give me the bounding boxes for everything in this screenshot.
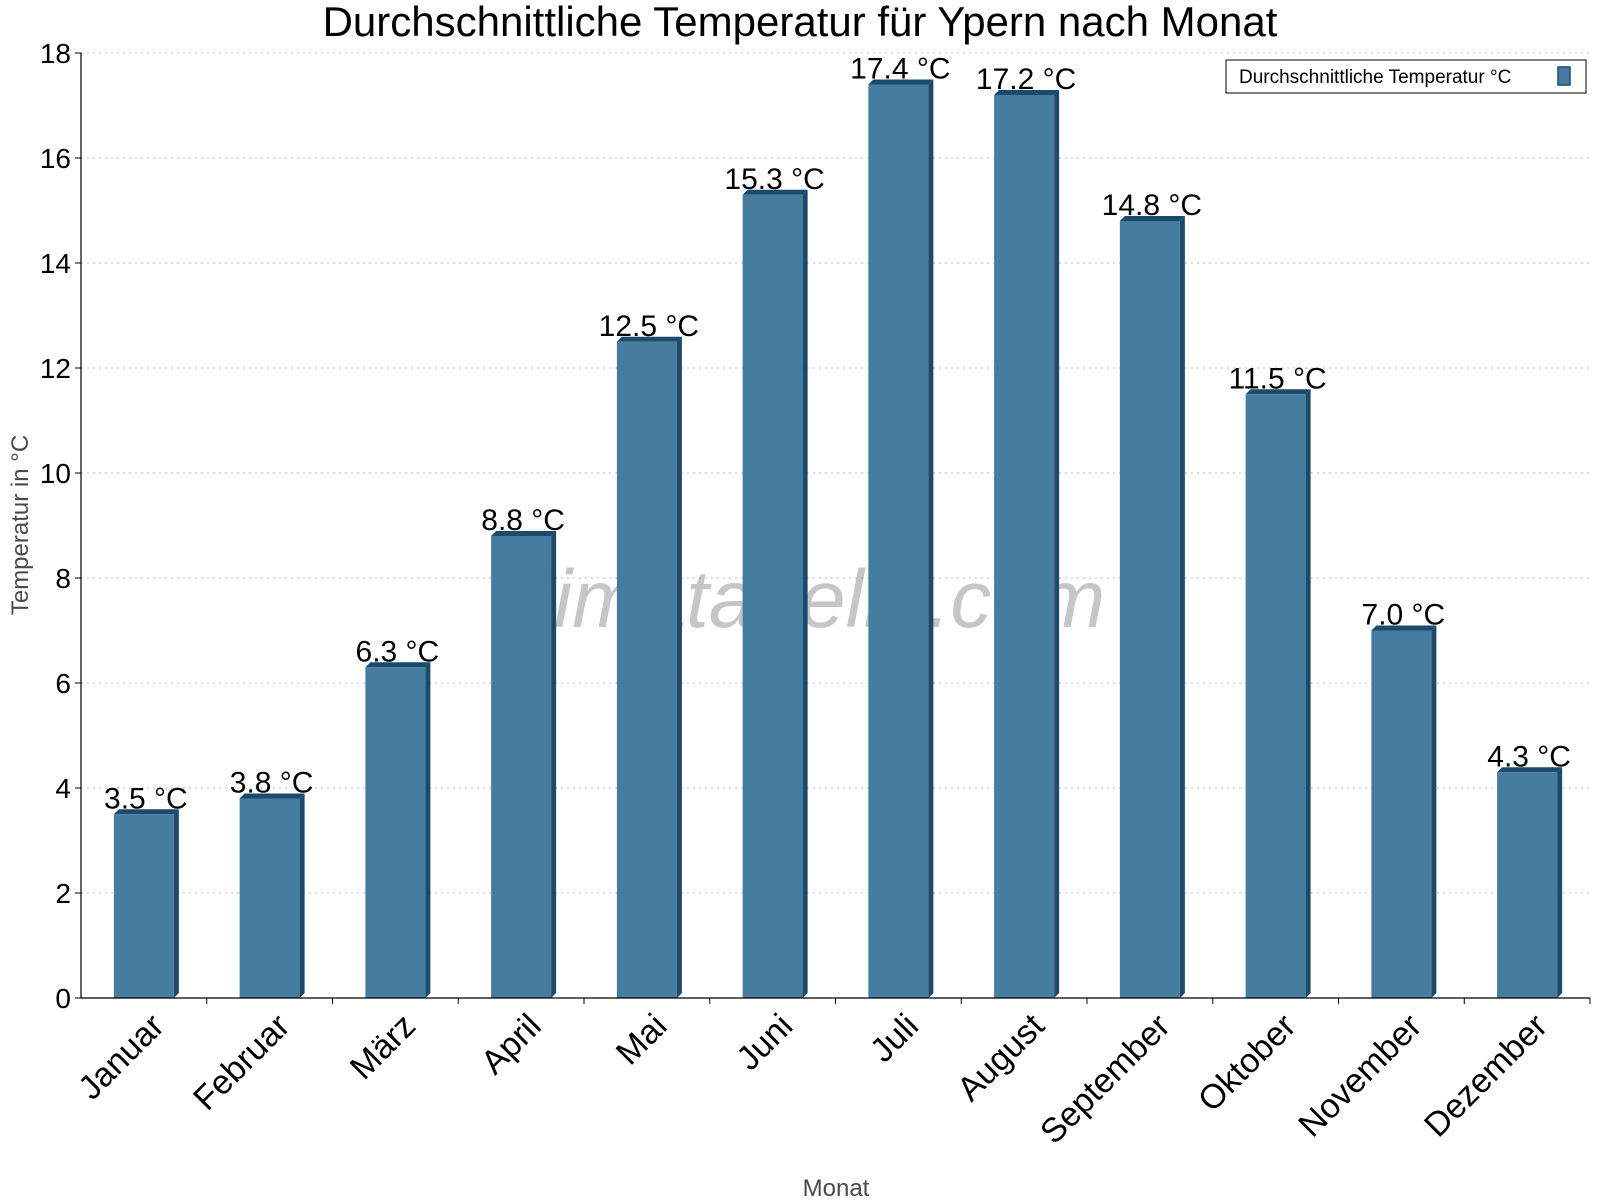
bar-side <box>425 662 431 998</box>
x-axis-label: Monat <box>803 1175 870 1200</box>
data-label: 17.2 °C <box>976 63 1076 96</box>
bars <box>113 79 1563 998</box>
data-label: 15.3 °C <box>724 163 824 196</box>
y-tick-label: 16 <box>40 143 71 174</box>
legend-box <box>1225 59 1587 94</box>
bar-front <box>1119 221 1180 998</box>
bar-side <box>676 336 682 998</box>
data-label: 11.5 °C <box>1229 362 1327 395</box>
bar-top <box>491 531 557 536</box>
data-label: 17.4 °C <box>850 53 950 86</box>
bar-top <box>742 189 808 195</box>
x-tick-label: Januar <box>71 1007 171 1107</box>
bar-front <box>994 95 1055 998</box>
bar-side <box>1305 389 1311 998</box>
bar-side <box>1557 767 1563 998</box>
bar-front <box>239 798 300 998</box>
bar-oktober <box>1245 389 1311 998</box>
y-tick-label: 18 <box>40 38 71 69</box>
chart-title: Durchschnittliche Temperatur für Ypern n… <box>323 0 1278 45</box>
bar-side <box>173 809 179 998</box>
data-labels: 3.5 °C 3.8 °C 6.3 °C 8.8 °C 12.5 °C 15.3 °C 17… <box>104 53 1571 816</box>
bar-september <box>1119 216 1185 998</box>
bar-front <box>1245 394 1306 998</box>
bar-februar <box>239 793 305 998</box>
bar-front <box>113 814 174 998</box>
bar-side <box>299 793 305 998</box>
y-tick-label: 14 <box>40 248 71 279</box>
data-label: 8.8 °C <box>481 504 565 537</box>
bar-dezember <box>1497 767 1563 998</box>
bar-top <box>365 662 431 668</box>
y-ticks: 0 2 4 6 8 10 12 14 16 18 <box>40 38 81 1014</box>
bar-front <box>616 341 677 998</box>
legend: Durchschnittliche Temperatur °C <box>1225 59 1587 94</box>
axes <box>80 53 1590 999</box>
bar-front <box>1371 630 1432 998</box>
bar-top <box>239 793 305 799</box>
bar-top <box>1119 216 1185 221</box>
y-tick-label: 12 <box>40 353 71 384</box>
bar-juni <box>742 189 808 998</box>
bar-august <box>994 90 1060 998</box>
x-tick-label: Oktober <box>1191 1007 1303 1119</box>
bar-januar <box>113 809 179 998</box>
data-label: 12.5 °C <box>599 310 699 343</box>
bar-top <box>868 79 934 85</box>
x-tick-label: Juni <box>729 1007 800 1078</box>
bar-november <box>1371 625 1437 998</box>
y-tick-label: 6 <box>55 668 71 699</box>
bar-side <box>1054 90 1060 998</box>
y-tick-label: 8 <box>55 563 71 594</box>
bar-front <box>365 667 426 998</box>
bar-front <box>1497 772 1558 998</box>
bar-top <box>616 336 682 342</box>
bar-märz <box>365 662 431 998</box>
bar-top <box>994 90 1060 95</box>
bar-top <box>1497 767 1563 773</box>
bar-side <box>928 79 934 998</box>
x-tick-label: November <box>1291 1007 1429 1145</box>
data-label: 3.8 °C <box>230 767 314 800</box>
x-tick-label: August <box>950 1006 1052 1108</box>
x-tick-label: Juli <box>863 1007 926 1070</box>
y-tick-label: 4 <box>55 773 71 804</box>
x-ticks: Januar Februar März April Mai Juni Juli AugustS… <box>71 998 1591 1151</box>
data-label: 7.0 °C <box>1362 599 1446 632</box>
bar-april <box>491 531 557 998</box>
data-label: 6.3 °C <box>356 635 440 668</box>
legend-swatch <box>1557 66 1571 86</box>
data-label: 3.5 °C <box>104 782 188 815</box>
data-label: 4.3 °C <box>1487 740 1571 773</box>
bar-side <box>1431 625 1437 998</box>
x-tick-label: Februar <box>186 1007 297 1118</box>
x-tick-label: September <box>1033 1007 1177 1151</box>
bar-front <box>868 84 929 998</box>
x-tick-label: Mai <box>609 1007 675 1073</box>
bar-top <box>1371 625 1437 631</box>
bar-side <box>551 531 557 998</box>
legend-label: Durchschnittliche Temperatur °C <box>1239 67 1511 88</box>
bar-juli <box>868 79 934 998</box>
x-tick-label: März <box>343 1007 423 1087</box>
bar-front <box>491 536 552 998</box>
bar-side <box>1179 216 1185 998</box>
x-tick-label: Dezember <box>1417 1007 1555 1145</box>
bar-mai <box>616 336 682 998</box>
bar-top <box>113 809 179 815</box>
x-tick-label: April <box>474 1007 549 1082</box>
y-axis-label: Temperatur in °C <box>7 435 34 615</box>
bar-side <box>802 189 808 998</box>
bar-front <box>742 194 803 998</box>
data-label: 14.8 °C <box>1102 189 1202 222</box>
y-tick-label: 10 <box>40 458 71 489</box>
y-tick-label: 0 <box>55 983 71 1014</box>
bar-top <box>1245 389 1311 395</box>
y-tick-label: 2 <box>55 878 71 909</box>
